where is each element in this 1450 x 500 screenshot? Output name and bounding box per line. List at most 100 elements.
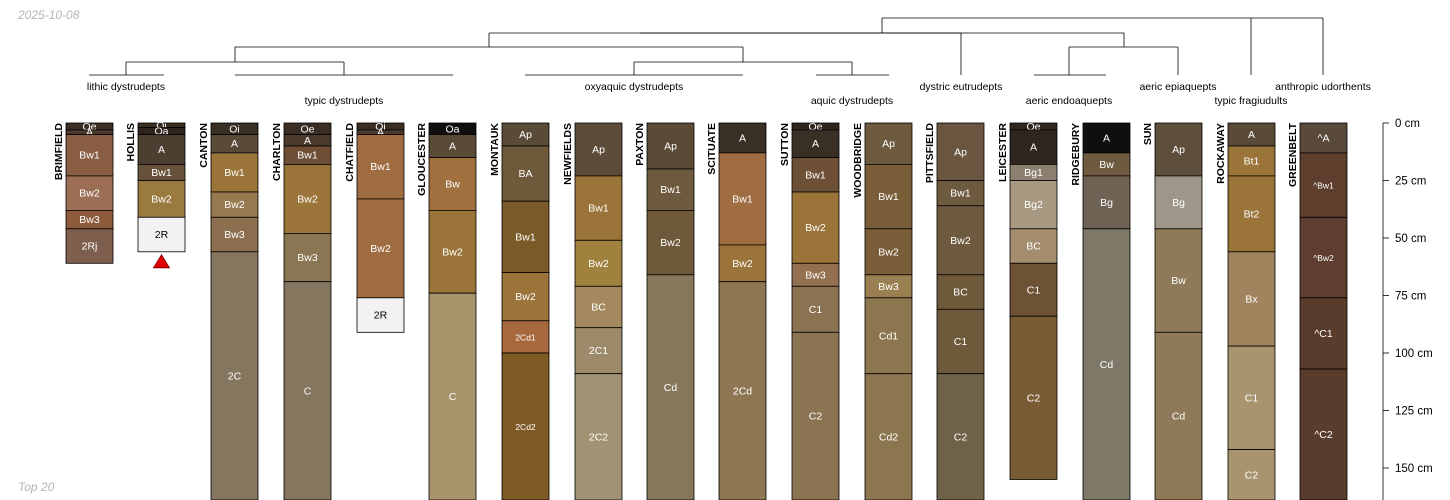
group-label-aeric-endoaquepts: aeric endoaquepts bbox=[1026, 95, 1112, 107]
horizon-label: Cd2 bbox=[879, 431, 898, 443]
depth-tick-label: 100 cm bbox=[1395, 348, 1433, 360]
horizon-charlton-bw2 bbox=[283, 163, 332, 234]
horizon-canton-2c bbox=[210, 251, 259, 500]
profile-name: CHARLTON bbox=[271, 123, 283, 181]
horizon-label: Bw2 bbox=[660, 237, 681, 249]
horizon-label: Bw2 bbox=[950, 235, 971, 247]
horizon-label: BC bbox=[953, 287, 968, 299]
horizon-label: Bw1 bbox=[224, 167, 245, 179]
horizon-label: BC bbox=[591, 302, 606, 314]
horizon-label: Cd bbox=[1100, 359, 1114, 371]
horizon-hollis-2r bbox=[137, 216, 186, 253]
horizon-label: Bw1 bbox=[950, 188, 971, 200]
horizon-label: Bw2 bbox=[805, 222, 826, 234]
horizon-label: 2R bbox=[374, 310, 388, 322]
group-label-typic-dystrudepts: typic dystrudepts bbox=[305, 95, 384, 107]
horizon-label: A bbox=[86, 127, 93, 139]
profile-name: GLOUCESTER bbox=[416, 123, 428, 196]
horizon-sun-ap bbox=[1154, 122, 1203, 177]
horizon-label: Bw3 bbox=[79, 214, 100, 226]
horizon-label: Bw1 bbox=[805, 169, 826, 181]
horizon-newfields-bc bbox=[574, 285, 623, 329]
horizon-label: Cd bbox=[1172, 411, 1186, 423]
horizon-label: C1 bbox=[1027, 284, 1041, 296]
profile-greenbelt: ^A ^Bw1 ^Bw2 ^C1 ^C2 GREENBELT bbox=[1287, 122, 1348, 500]
horizon-scituate-bw2 bbox=[718, 244, 767, 283]
horizon-hollis-bw2 bbox=[137, 180, 186, 218]
horizon-brimfield-bw1 bbox=[65, 134, 114, 177]
horizon-newfields-bw1 bbox=[574, 175, 623, 241]
horizon-label: Oi bbox=[375, 121, 386, 133]
horizon-label: Bw1 bbox=[151, 167, 172, 179]
horizon-leicester-c2 bbox=[1009, 315, 1058, 480]
horizon-rockaway-bx bbox=[1227, 251, 1276, 347]
horizon-label: Oe bbox=[300, 123, 314, 135]
profile-name: SCITUATE bbox=[706, 123, 718, 175]
horizon-label: A bbox=[812, 138, 819, 150]
horizon-label: Bw2 bbox=[878, 246, 899, 258]
bedrock-marker bbox=[152, 254, 171, 269]
horizon-label: Bw1 bbox=[660, 184, 681, 196]
horizon-label: Bw3 bbox=[224, 229, 245, 241]
group-label-aquic-dystrudepts: aquic dystrudepts bbox=[811, 95, 893, 107]
horizon-label: C bbox=[449, 391, 457, 403]
profile-name: NEWFIELDS bbox=[562, 123, 574, 185]
horizon-label: Ap bbox=[664, 141, 677, 153]
profile-name: PAXTON bbox=[634, 123, 646, 166]
horizon-label: Bg bbox=[1172, 197, 1185, 209]
horizon-label: Bw1 bbox=[370, 161, 391, 173]
horizon-rockaway-bt1 bbox=[1227, 145, 1276, 177]
profile-paxton: Ap Bw1 Bw2 Cd PAXTON bbox=[634, 122, 695, 500]
horizon-label: A bbox=[1248, 129, 1255, 141]
horizon-chatfield-bw1 bbox=[356, 134, 405, 200]
horizon-label: 2Cd2 bbox=[515, 422, 536, 432]
depth-tick-label: 150 cm bbox=[1395, 463, 1433, 475]
horizon-ridgebury-bg bbox=[1082, 175, 1131, 230]
horizon-label: Bw2 bbox=[370, 243, 391, 255]
horizon-label: Oi bbox=[229, 123, 240, 135]
horizon-canton-bw2 bbox=[210, 191, 259, 218]
horizon-pittsfield-ap bbox=[936, 122, 985, 181]
horizon-label: A bbox=[304, 135, 311, 147]
horizon-montauk-2cd1 bbox=[501, 320, 550, 354]
horizon-label: C1 bbox=[1245, 392, 1259, 404]
horizon-greenbelt-c1 bbox=[1299, 297, 1348, 370]
horizon-leicester-c1 bbox=[1009, 262, 1058, 317]
horizon-label: Bw1 bbox=[297, 150, 318, 162]
profile-name: SUN bbox=[1142, 123, 1154, 145]
profile-chatfield: OiA Bw1 Bw2 2R CHATFIELD bbox=[344, 121, 405, 333]
depth-tick-label: 0 cm bbox=[1395, 118, 1420, 130]
depth-tick-label: 75 cm bbox=[1395, 291, 1426, 303]
horizon-montauk-bw1 bbox=[501, 200, 550, 273]
horizon-label: Bw2 bbox=[79, 188, 100, 200]
horizon-label: Bw1 bbox=[515, 231, 536, 243]
horizon-scituate-2cd bbox=[718, 281, 767, 500]
footer-note: Top 20 bbox=[18, 480, 55, 494]
horizon-rockaway-bt2 bbox=[1227, 175, 1276, 253]
horizon-brimfield-2rj bbox=[65, 228, 114, 264]
horizon-label: Bw2 bbox=[224, 199, 245, 211]
horizon-canton-bw3 bbox=[210, 216, 259, 253]
horizon-label: BA bbox=[518, 168, 532, 180]
group-label-lithic-dystrudepts: lithic dystrudepts bbox=[87, 81, 165, 93]
horizon-sutton-c1 bbox=[791, 285, 840, 333]
horizon-pittsfield-c2 bbox=[936, 373, 985, 500]
profile-name: CHATFIELD bbox=[344, 123, 356, 182]
horizon-pittsfield-bc bbox=[936, 274, 985, 310]
profile-charlton: OeA Bw1 Bw2 Bw3 C CHARLTON bbox=[271, 122, 332, 500]
horizon-chatfield-bw2 bbox=[356, 198, 405, 299]
horizon-woodbridge-cd1 bbox=[864, 297, 913, 375]
horizon-charlton-bw3 bbox=[283, 232, 332, 283]
horizon-label: C2 bbox=[954, 431, 968, 443]
horizon-montauk-ba bbox=[501, 145, 550, 202]
horizon-label: Bw2 bbox=[151, 193, 172, 205]
horizon-label: Bw bbox=[1171, 275, 1186, 287]
horizon-label: Bw2 bbox=[515, 291, 536, 303]
horizon-label: A bbox=[449, 141, 456, 153]
profile-ridgebury: A Bw Bg Cd RIDGEBURY bbox=[1070, 122, 1131, 500]
profile-rockaway: A Bt1 Bt2 Bx C1 C2 ROCKAWAY bbox=[1215, 122, 1276, 500]
horizon-label: A bbox=[1030, 142, 1037, 154]
